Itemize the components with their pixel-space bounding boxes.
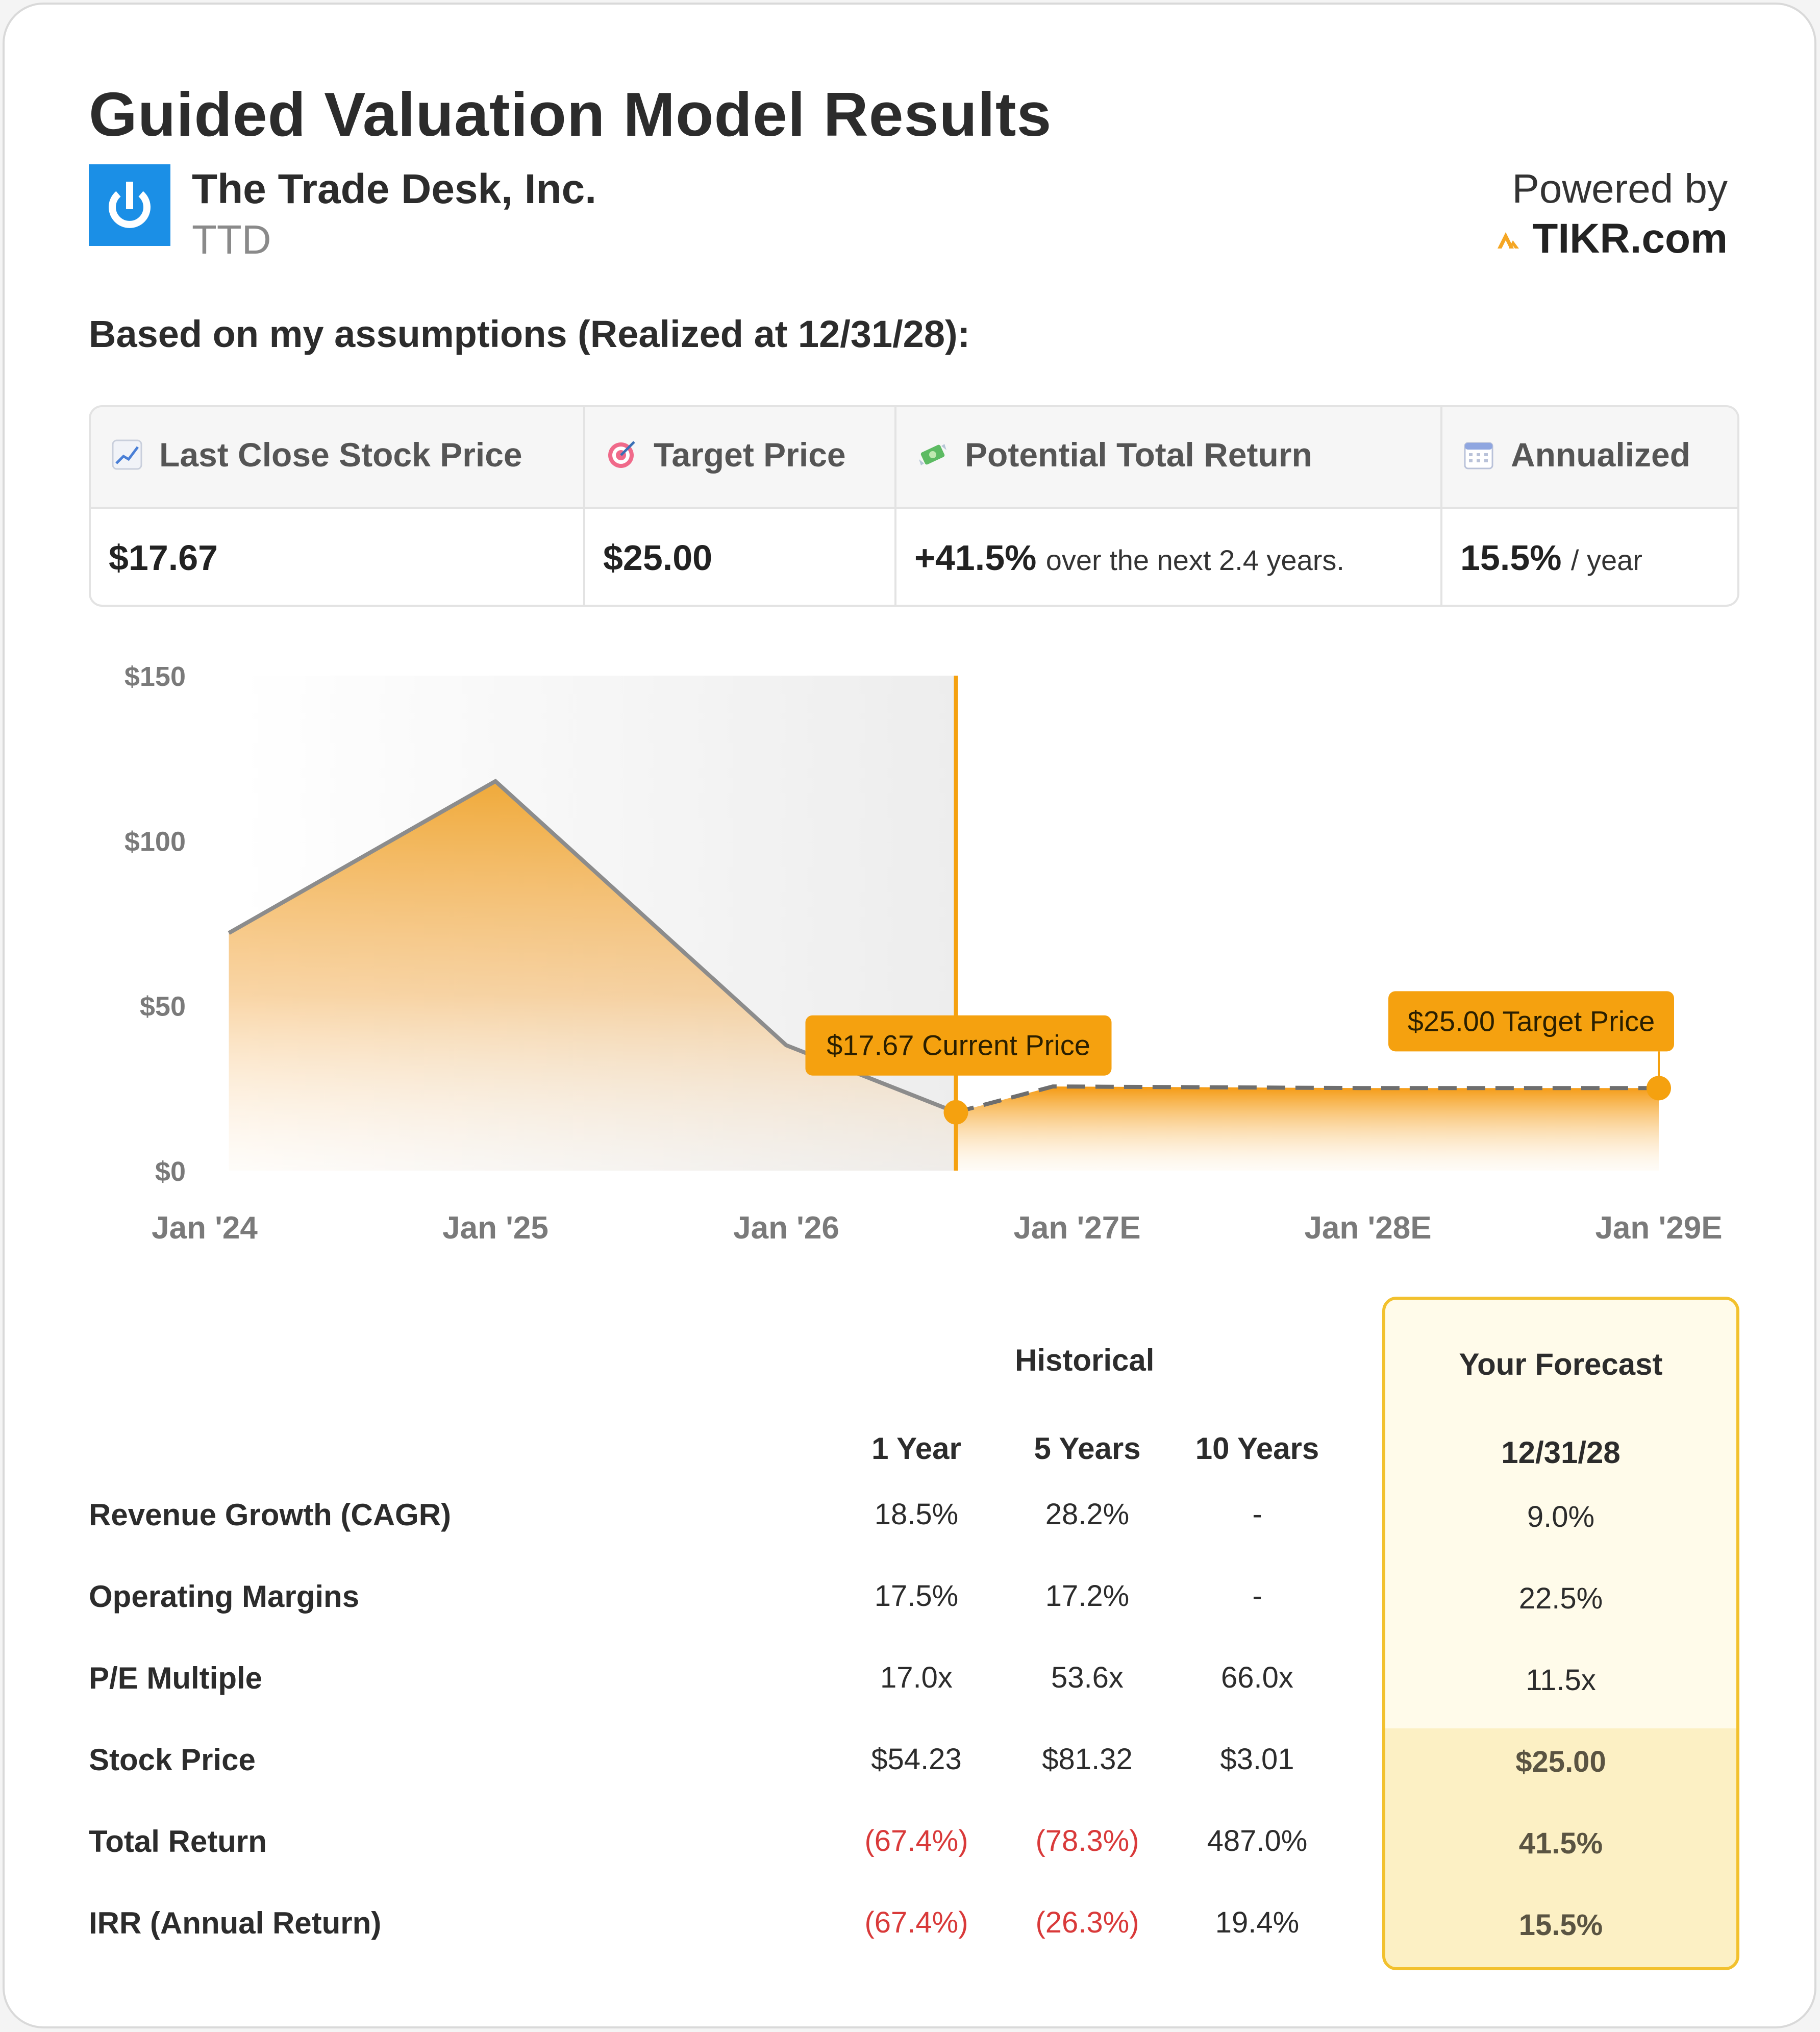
table-cell: $81.32 (1042, 1743, 1133, 1776)
forecast-date: 12/31/28 (1501, 1435, 1620, 1470)
row-label: P/E Multiple (89, 1661, 263, 1695)
stat-last-close: Last Close Stock Price $17.67 (91, 407, 583, 605)
forecast-cell: $25.00 (1515, 1745, 1606, 1778)
current-price-callout: $17.67 Current Price (805, 1015, 1112, 1076)
row-label: Total Return (89, 1824, 267, 1858)
forecast-cell: 15.5% (1518, 1909, 1603, 1942)
row-label: Revenue Growth (CAGR) (89, 1498, 452, 1532)
tikr-brand-link[interactable]: TIKR.com (1495, 215, 1728, 263)
row-label: Operating Margins (89, 1579, 360, 1614)
col-10-years: 10 Years (1195, 1431, 1319, 1466)
stat-target-header: Target Price (606, 435, 846, 474)
forecast-cell: 41.5% (1518, 1827, 1603, 1860)
table-cell: - (1252, 1579, 1262, 1613)
forecast-header: Your Forecast (1459, 1347, 1663, 1381)
table-cell: (26.3%) (1035, 1906, 1139, 1939)
stat-last-close-value: $17.67 (109, 538, 218, 578)
forecast-column: Your Forecast 12/31/28 (1382, 1297, 1739, 1970)
target-icon (608, 441, 635, 468)
tikr-logo-icon (1498, 232, 1519, 249)
table-cell: 17.5% (874, 1579, 959, 1613)
x-tick-label: Jan '28E (1304, 1210, 1431, 1246)
stat-last-close-header: Last Close Stock Price (111, 435, 522, 474)
forecast-cell: 9.0% (1527, 1500, 1595, 1533)
money-wings-icon (919, 444, 946, 465)
stat-total-return: Potential Total Return +41.5% over the n… (894, 407, 1440, 605)
row-label: Stock Price (89, 1743, 256, 1777)
stat-last-close-label: Last Close Stock Price (159, 436, 522, 474)
col-5-years: 5 Years (1034, 1431, 1141, 1466)
table-cell: (67.4%) (864, 1824, 968, 1857)
table-cell: - (1252, 1498, 1262, 1531)
table-cell: 19.4% (1215, 1906, 1300, 1939)
target-price-label: $25.00 Target Price (1408, 1005, 1655, 1037)
target-price-point[interactable] (1647, 1076, 1671, 1101)
table-cell: (78.3%) (1035, 1824, 1139, 1857)
forecast-area (956, 1086, 1659, 1171)
historical-price-line (228, 778, 957, 1114)
current-price-label: $17.67 Current Price (827, 1029, 1090, 1061)
table-cell: 18.5% (874, 1498, 959, 1531)
col-1-year: 1 Year (871, 1431, 961, 1466)
table-cell: (67.4%) (864, 1906, 968, 1939)
x-tick-label: Jan '29E (1595, 1210, 1722, 1246)
table-cell: 66.0x (1221, 1661, 1293, 1694)
table-cell: 17.0x (880, 1661, 953, 1694)
current-price-point[interactable] (943, 1100, 968, 1125)
power-logo-icon (109, 182, 151, 228)
table-cell: 487.0% (1207, 1824, 1308, 1857)
stat-target: Target Price $25.00 (583, 407, 894, 605)
forecast-price-line (955, 1084, 1659, 1114)
table-cell: 53.6x (1051, 1661, 1124, 1694)
tikr-brand-text: TIKR.com (1532, 215, 1728, 262)
stat-annualized-label: Annualized (1511, 436, 1691, 474)
page-title: Guided Valuation Model Results (89, 80, 1052, 149)
summary-stats: Last Close Stock Price $17.67 Target Pri… (89, 405, 1739, 607)
forecast-cell: 22.5% (1518, 1582, 1603, 1615)
ticker-symbol: TTD (192, 217, 271, 262)
x-tick-label: Jan '25 (442, 1210, 549, 1246)
y-tick-label: $0 (155, 1156, 186, 1187)
price-chart: $150 $100 $50 $0 Jan '24 Jan '25 Jan '26 Jan '… (124, 661, 1723, 1246)
table-cell: 17.2% (1045, 1579, 1130, 1613)
table-cell: $54.23 (871, 1743, 962, 1776)
chart-up-icon (112, 439, 142, 470)
forecast-cell: 11.5x (1526, 1664, 1596, 1697)
stat-annualized-header: Annualized (1463, 435, 1690, 474)
calendar-icon (1464, 442, 1493, 469)
forecast-bottom-bg (1385, 1728, 1736, 1967)
historical-area (229, 781, 956, 1171)
y-tick-label: $100 (124, 826, 186, 857)
company-logo (89, 164, 170, 246)
x-tick-label: Jan '27E (1013, 1210, 1140, 1246)
results-card: Guided Valuation Model Results The Trade… (3, 3, 1816, 2028)
stat-annualized: Annualized 15.5% / year (1440, 407, 1737, 605)
stat-target-value: $25.00 (603, 538, 713, 578)
forecast-top-bg (1385, 1300, 1736, 1728)
stat-annualized-value: 15.5% / year (1460, 538, 1642, 578)
target-price-callout: $25.00 Target Price (1388, 991, 1674, 1052)
x-tick-label: Jan '26 (733, 1210, 839, 1246)
table-cell: 28.2% (1045, 1498, 1130, 1531)
company-name: The Trade Desk, Inc. (192, 166, 596, 212)
stat-total-return-header: Potential Total Return (917, 435, 1312, 474)
stat-total-return-label: Potential Total Return (965, 436, 1312, 474)
powered-by-label: Powered by (1512, 166, 1728, 211)
historical-header: Historical (1015, 1343, 1155, 1377)
stats-header-row (91, 407, 1737, 509)
y-tick-label: $150 (124, 661, 186, 692)
row-label: IRR (Annual Return) (89, 1906, 382, 1940)
stat-total-return-value: +41.5% over the next 2.4 years. (914, 538, 1344, 578)
stat-target-label: Target Price (654, 436, 846, 474)
y-tick-label: $50 (140, 992, 186, 1022)
assumptions-heading: Based on my assumptions (Realized at 12/… (89, 313, 970, 355)
table-cell: $3.01 (1220, 1743, 1294, 1776)
x-tick-label: Jan '24 (152, 1210, 258, 1246)
